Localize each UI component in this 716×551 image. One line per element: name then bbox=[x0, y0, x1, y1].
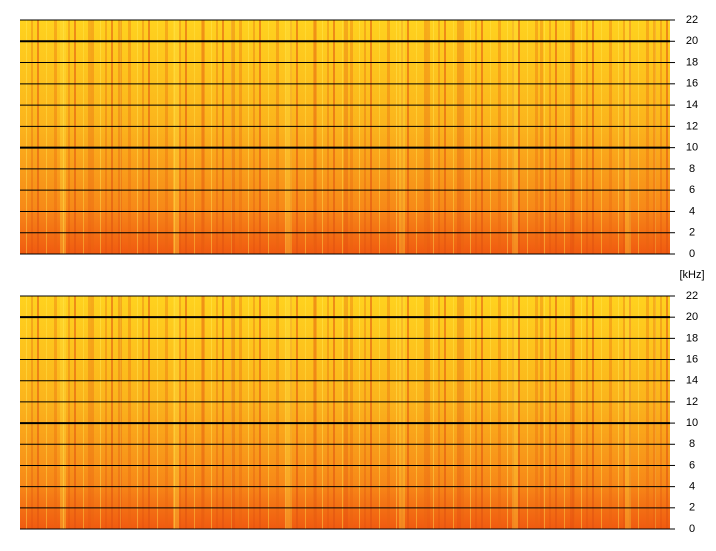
y-tick-label: 14 bbox=[686, 99, 698, 111]
y-tick-label: 2 bbox=[689, 227, 695, 239]
y-tick-label: 8 bbox=[689, 438, 695, 450]
y-tick-label: 6 bbox=[689, 184, 695, 196]
y-tick-label: 22 bbox=[686, 290, 698, 302]
y-tick-label: 18 bbox=[686, 56, 698, 68]
y-tick-label: 12 bbox=[686, 120, 698, 132]
y-tick-label: 0 bbox=[689, 523, 695, 535]
y-tick-label: 8 bbox=[689, 163, 695, 175]
y-tick-label: 10 bbox=[686, 417, 698, 429]
y-tick-label: 10 bbox=[686, 142, 698, 154]
y-tick-label: 4 bbox=[689, 481, 695, 493]
y-tick-label: 14 bbox=[686, 375, 698, 387]
y-tick-label: 20 bbox=[686, 35, 698, 47]
y-axis-label: [kHz] bbox=[679, 269, 704, 281]
spectrogram-texture bbox=[20, 296, 670, 529]
y-tick-label: 6 bbox=[689, 459, 695, 471]
y-tick-label: 18 bbox=[686, 332, 698, 344]
y-tick-label: 20 bbox=[686, 311, 698, 323]
y-tick-label: 0 bbox=[689, 248, 695, 260]
y-tick-label: 2 bbox=[689, 502, 695, 514]
y-tick-label: 16 bbox=[686, 78, 698, 90]
y-tick-label: 16 bbox=[686, 353, 698, 365]
y-tick-label: 12 bbox=[686, 396, 698, 408]
y-tick-label: 4 bbox=[689, 205, 695, 217]
spectrogram-texture bbox=[20, 20, 670, 254]
y-tick-label: 22 bbox=[686, 14, 698, 26]
